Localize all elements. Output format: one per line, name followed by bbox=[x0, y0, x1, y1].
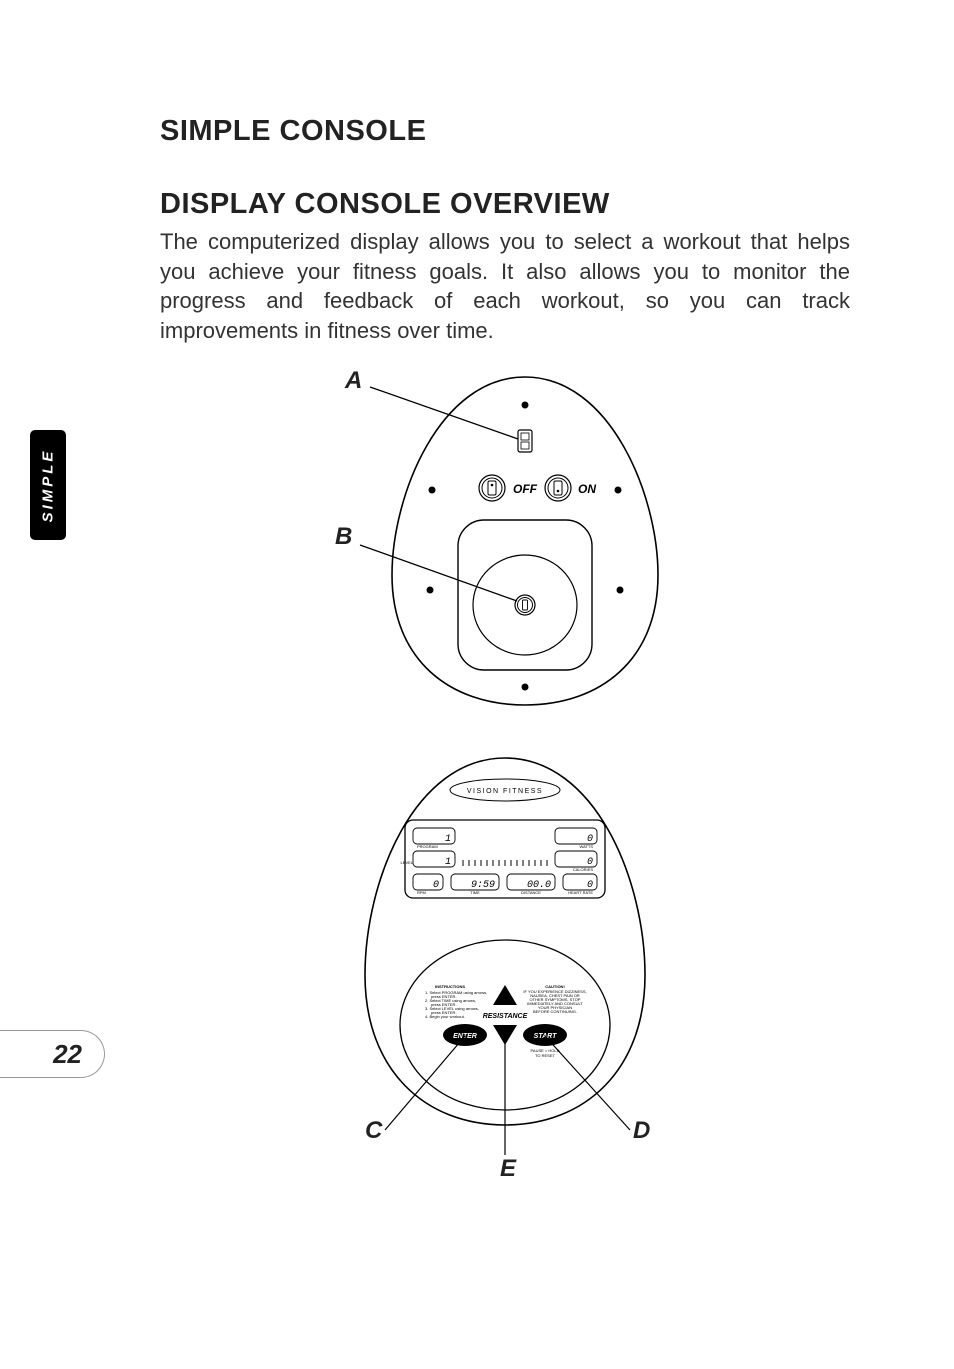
lcd-calories-label: CALORIES bbox=[573, 867, 594, 872]
lcd-level-value: 1 bbox=[445, 857, 451, 868]
callout-b: B bbox=[335, 523, 352, 551]
lcd-program-label: PROGRAM bbox=[417, 844, 438, 849]
lcd-time-label: TIME bbox=[470, 890, 480, 895]
lcd-watts-label: WATTS bbox=[579, 844, 593, 849]
resistance-label: RESISTANCE bbox=[483, 1013, 528, 1020]
body-paragraph: The computerized display allows you to s… bbox=[160, 227, 850, 346]
lcd-program-value: 1 bbox=[445, 834, 451, 845]
lcd-distance-label: DISTANCE bbox=[521, 890, 541, 895]
lcd-rpm-value: 0 bbox=[433, 880, 439, 891]
lcd-level-label: LEVEL bbox=[401, 860, 414, 865]
top-console-svg: OFF ON bbox=[380, 365, 670, 715]
brand-label: VISION FITNESS bbox=[467, 788, 543, 795]
svg-text:4. Begin your workout.: 4. Begin your workout. bbox=[425, 1014, 465, 1019]
figure: A B C D E OFF ON bbox=[290, 355, 710, 1185]
instructions-title: INSTRUCTIONS bbox=[435, 984, 465, 989]
subsection-title: DISPLAY CONSOLE OVERVIEW bbox=[160, 188, 850, 221]
svg-text:BEFORE CONTINUING.: BEFORE CONTINUING. bbox=[533, 1009, 577, 1014]
off-label: OFF bbox=[513, 482, 538, 496]
side-tab-label: SIMPLE bbox=[40, 448, 57, 522]
lcd-rpm-label: RPM bbox=[417, 890, 426, 895]
callout-a: A bbox=[345, 367, 362, 395]
svg-text:TO RESET: TO RESET bbox=[535, 1053, 555, 1058]
section-title: SIMPLE CONSOLE bbox=[160, 115, 850, 148]
on-label: ON bbox=[578, 482, 596, 496]
page-number-badge: 22 bbox=[0, 1030, 105, 1078]
side-tab: SIMPLE bbox=[30, 430, 66, 540]
bottom-console-svg: VISION FITNESS 1 PROGRAM 0 WATTS 1 LEVEL… bbox=[355, 750, 655, 1170]
page-number: 22 bbox=[53, 1039, 82, 1070]
lcd-hr-label: HEART RATE bbox=[568, 890, 593, 895]
content-block: SIMPLE CONSOLE DISPLAY CONSOLE OVERVIEW … bbox=[160, 115, 850, 346]
